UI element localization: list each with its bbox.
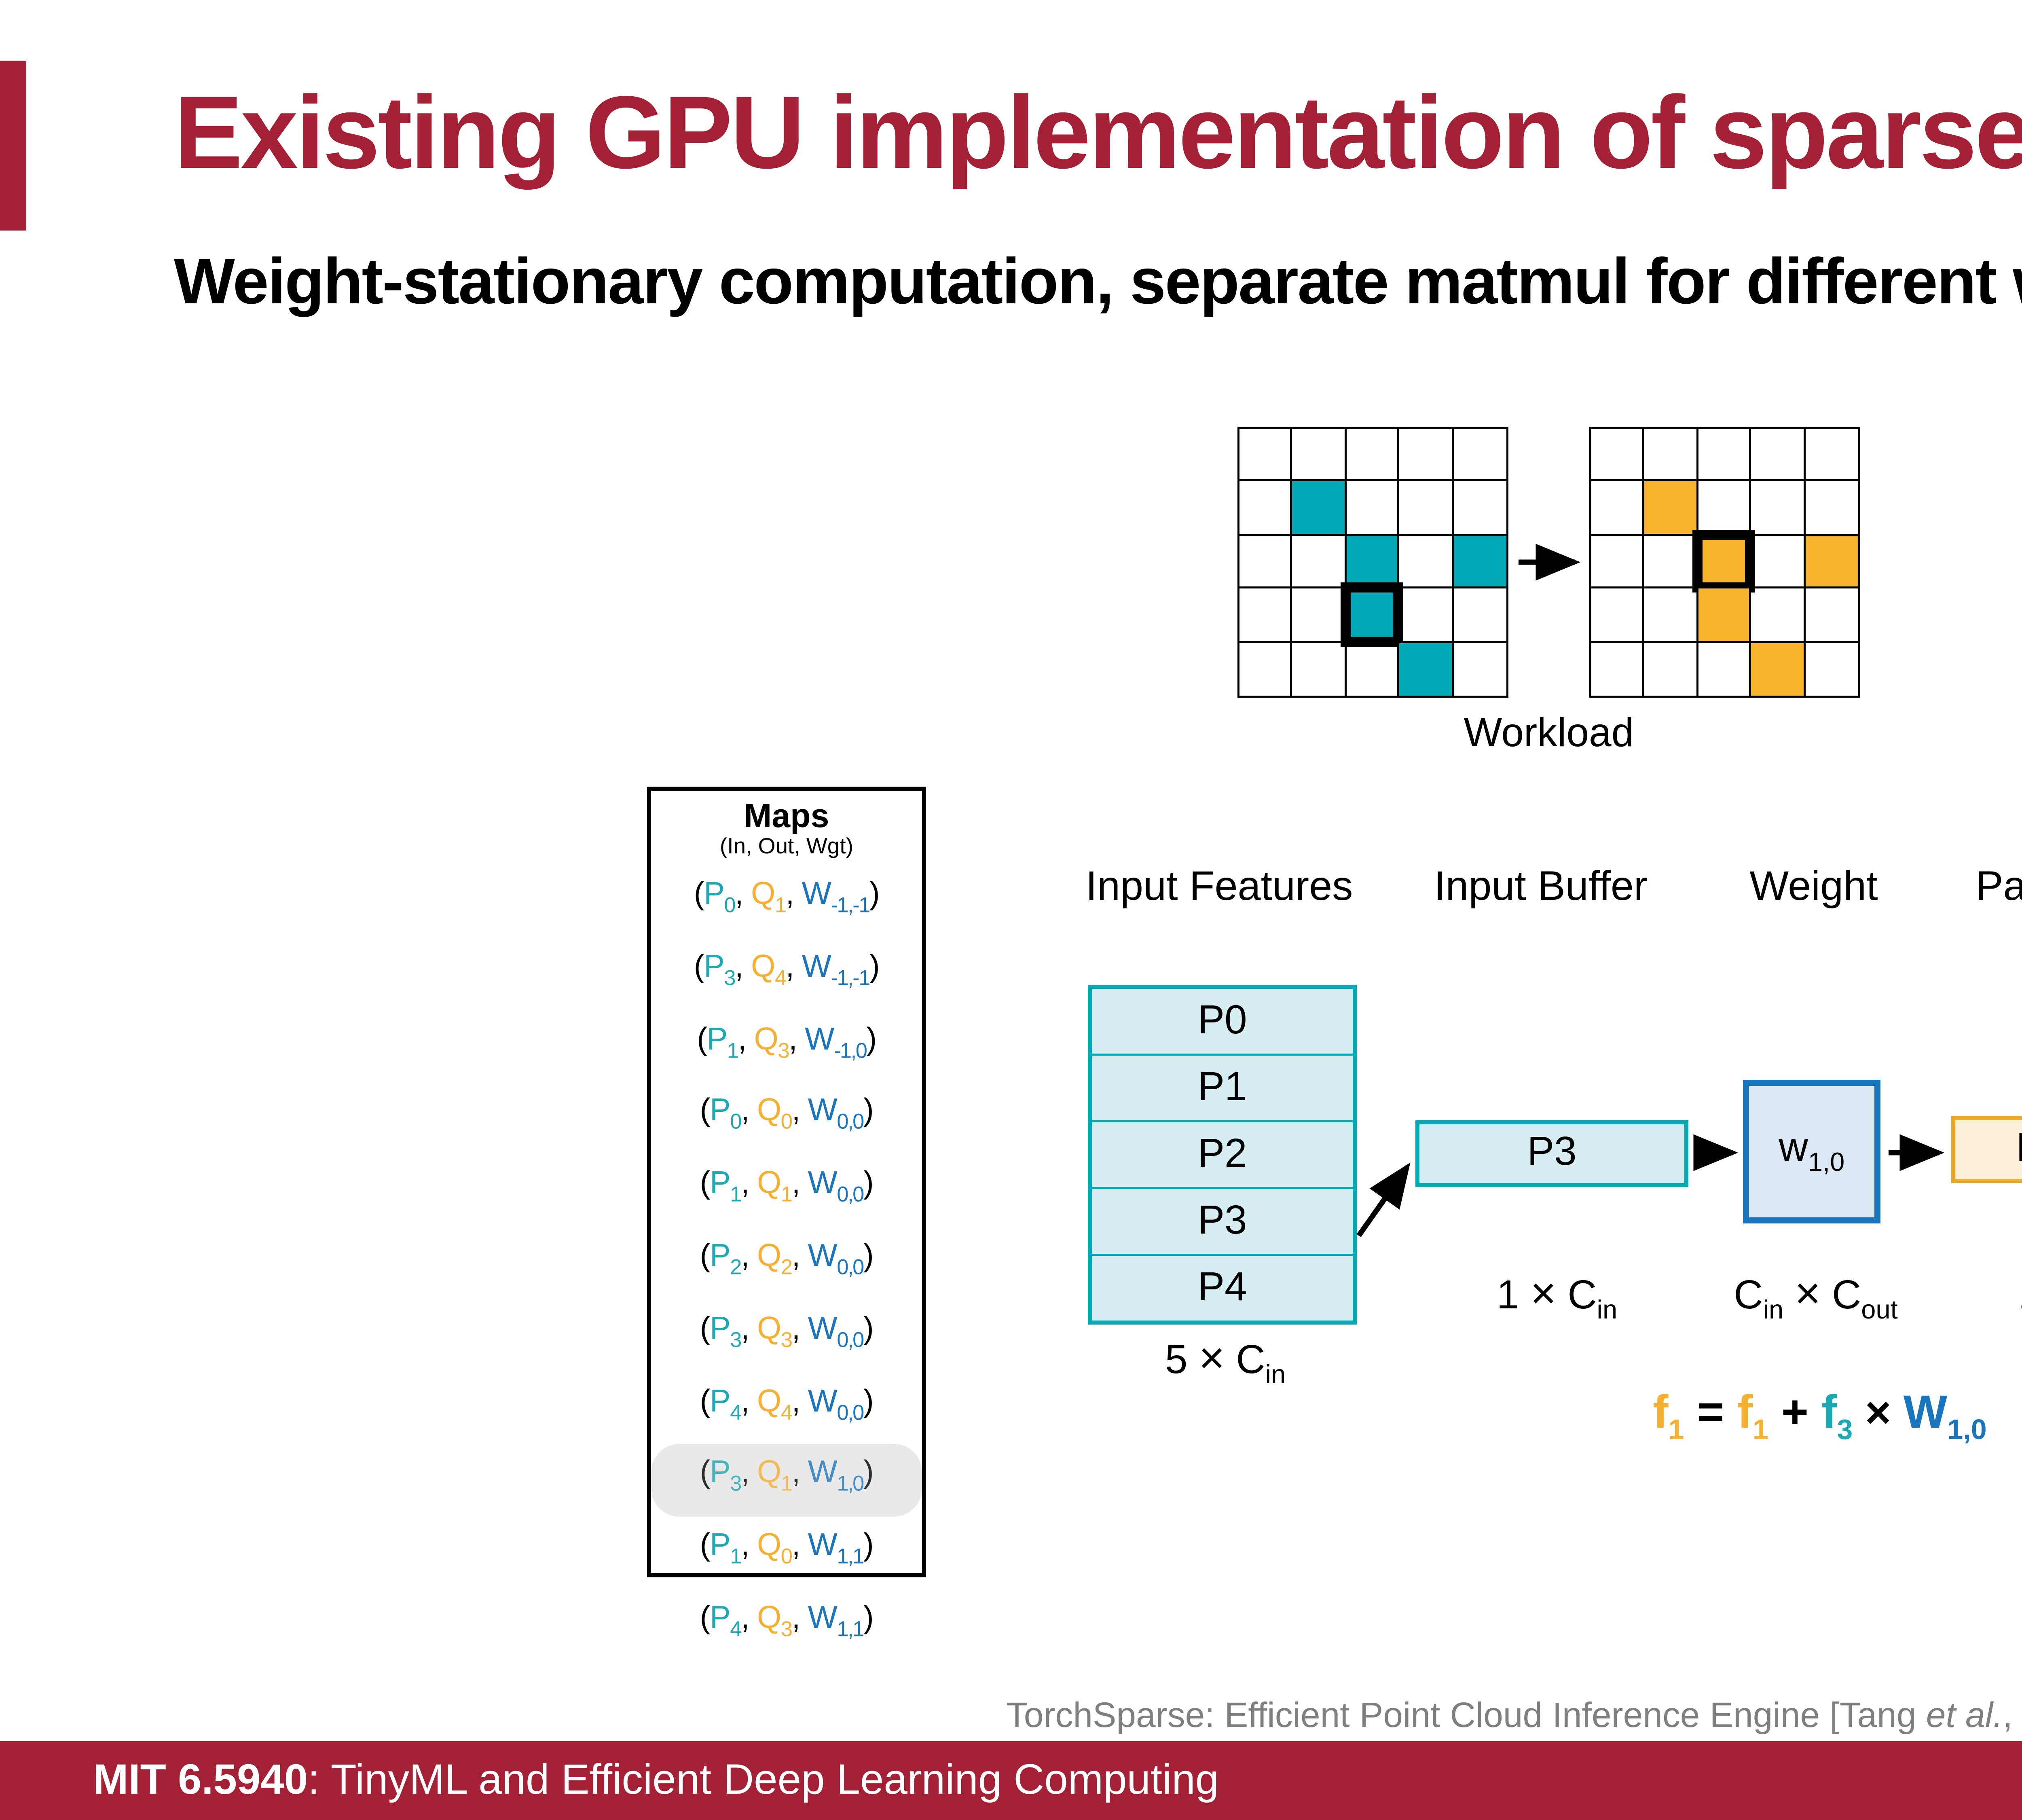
column-header-partial-sum: Partial Sum — [1975, 863, 2022, 910]
input-buffer-dim: 1 × Cin — [1496, 1268, 1618, 1325]
grid-cell — [1751, 429, 1805, 482]
input-feature-row: P2 — [1092, 1120, 1353, 1187]
update-formula: f1 = f1 + f3 × W1,0 — [1653, 1385, 1987, 1445]
grid-cell — [1292, 482, 1346, 535]
maps-row: (P3, Q1, W1,0) — [651, 1444, 922, 1517]
grid-cell — [1644, 535, 1698, 589]
grid-cell — [1644, 588, 1698, 642]
input-features-stack: P0 P1 P2 P3 P4 — [1088, 985, 1357, 1325]
input-feature-row: P0 — [1092, 989, 1353, 1054]
grid-cell — [1698, 642, 1751, 696]
grid-cell — [1692, 529, 1757, 594]
grid-cell — [1698, 588, 1751, 642]
grid-cell — [1698, 482, 1751, 535]
workload-label: Workload — [1464, 712, 1634, 756]
maps-row: (P1, Q3, W-1,0) — [697, 1022, 877, 1063]
grid-cell — [1292, 429, 1346, 482]
grid-cell — [1453, 482, 1506, 535]
grid-cell — [1340, 582, 1405, 648]
citation-etal: et al. — [1926, 1695, 2003, 1735]
grid-cell — [1453, 642, 1506, 696]
weight-box: w1,0 — [1743, 1080, 1880, 1223]
input-feature-row: P1 — [1092, 1054, 1353, 1120]
footer-course: MIT 6.5940: TinyML and Efficient Deep Le… — [93, 1757, 1219, 1805]
grid-cell — [1239, 588, 1293, 642]
grid-cell — [1751, 588, 1805, 642]
maps-title: Maps — [744, 799, 829, 835]
maps-row: (P1, Q1, W0,0) — [700, 1167, 874, 1208]
column-header-input-buffer: Input Buffer — [1434, 863, 1648, 910]
grid-cell — [1751, 535, 1805, 589]
grid-cell — [1751, 642, 1805, 696]
maps-row: (P4, Q4, W0,0) — [700, 1384, 874, 1425]
weight-dim: Cin × Cout — [1734, 1268, 1898, 1325]
footer-course-title: : TinyML and Efficient Deep Learning Com… — [308, 1756, 1219, 1803]
maps-subtitle: (In, Out, Wgt) — [719, 835, 853, 859]
grid-cell — [1804, 429, 1858, 482]
grid-cell — [1399, 642, 1453, 696]
footer-course-number: MIT 6.5940 — [93, 1756, 308, 1803]
page-subtitle: Weight-stationary computation, separate … — [174, 245, 2022, 317]
grid-cell — [1804, 589, 1858, 642]
grid-cell — [1239, 642, 1293, 696]
grid-cell — [1453, 429, 1506, 482]
citation-pre: TorchSparse: Efficient Point Cloud Infer… — [1006, 1695, 1926, 1735]
grid-cell — [1804, 535, 1858, 589]
grid-cell — [1292, 588, 1346, 642]
input-features-dim: 5 × Cin — [1165, 1333, 1286, 1389]
input-point-cloud-grid — [1237, 427, 1508, 698]
input-feature-row: P3 — [1092, 1187, 1353, 1254]
grid-cell — [1346, 535, 1400, 589]
grid-cell — [1346, 642, 1400, 696]
maps-row: (P0, Q0, W0,0) — [700, 1094, 874, 1136]
page-title: Existing GPU implementation of sparse co… — [174, 75, 2022, 190]
maps-row: (P4, Q3, W1,1) — [700, 1601, 874, 1642]
grid-cell — [1591, 429, 1645, 482]
grid-cell — [1591, 535, 1645, 589]
grid-cell — [1292, 535, 1346, 589]
grid-cell — [1239, 482, 1293, 535]
grid-cell — [1399, 588, 1453, 642]
citation-post: , MLSys 2022] — [2003, 1695, 2022, 1735]
grid-cell — [1346, 482, 1400, 535]
grid-cell — [1453, 589, 1506, 642]
grid-cell — [1644, 482, 1698, 535]
maps-row: (P0, Q1, W-1,-1) — [694, 878, 880, 918]
grid-cell — [1239, 429, 1293, 482]
input-buffer-box: P3 — [1415, 1120, 1688, 1187]
grid-cell — [1453, 535, 1506, 589]
grid-cell — [1698, 429, 1751, 482]
grid-cell — [1399, 429, 1453, 482]
maps-rows: (P0, Q1, W-1,-1) (P3, Q4, W-1,-1) (P1, Q3,… — [651, 866, 922, 1662]
grid-cell — [1591, 642, 1645, 696]
citation: TorchSparse: Efficient Point Cloud Infer… — [0, 1695, 2022, 1737]
grid-cell — [1591, 482, 1645, 535]
column-header-weight: Weight — [1749, 863, 1878, 910]
maps-row: (P3, Q3, W0,0) — [700, 1312, 874, 1353]
grid-cell — [1399, 535, 1453, 589]
column-header-input-features: Input Features — [1085, 863, 1353, 910]
grid-cell — [1293, 642, 1346, 696]
grid-cell — [1346, 429, 1400, 482]
partial-sum-box: PSUM1 — [1951, 1116, 2022, 1183]
grid-cell — [1645, 642, 1698, 696]
grid-cell — [1804, 482, 1858, 535]
grid-cell — [1644, 429, 1698, 482]
grid-cell — [1805, 642, 1858, 696]
grid-cell — [1591, 588, 1645, 642]
partial-sum-dim: 1 × Cout — [2018, 1268, 2022, 1325]
grid-cell — [1399, 482, 1453, 535]
maps-row: (P2, Q2, W0,0) — [700, 1239, 874, 1280]
arrow-input-to-buffer — [1356, 1162, 1411, 1237]
output-point-cloud-grid — [1589, 427, 1860, 698]
title-accent-bar — [0, 61, 26, 231]
maps-row: (P3, Q4, W-1,-1) — [694, 950, 880, 991]
grid-cell — [1751, 482, 1805, 535]
grid-cell — [1239, 535, 1293, 589]
maps-row: (P1, Q0, W1,1) — [700, 1529, 874, 1570]
maps-panel: Maps (In, Out, Wgt) (P0, Q1, W-1,-1) (P3,… — [647, 787, 926, 1642]
footer-bar: MIT 6.5940: TinyML and Efficient Deep Le… — [0, 1741, 2022, 1820]
input-feature-row: P4 — [1092, 1254, 1353, 1321]
